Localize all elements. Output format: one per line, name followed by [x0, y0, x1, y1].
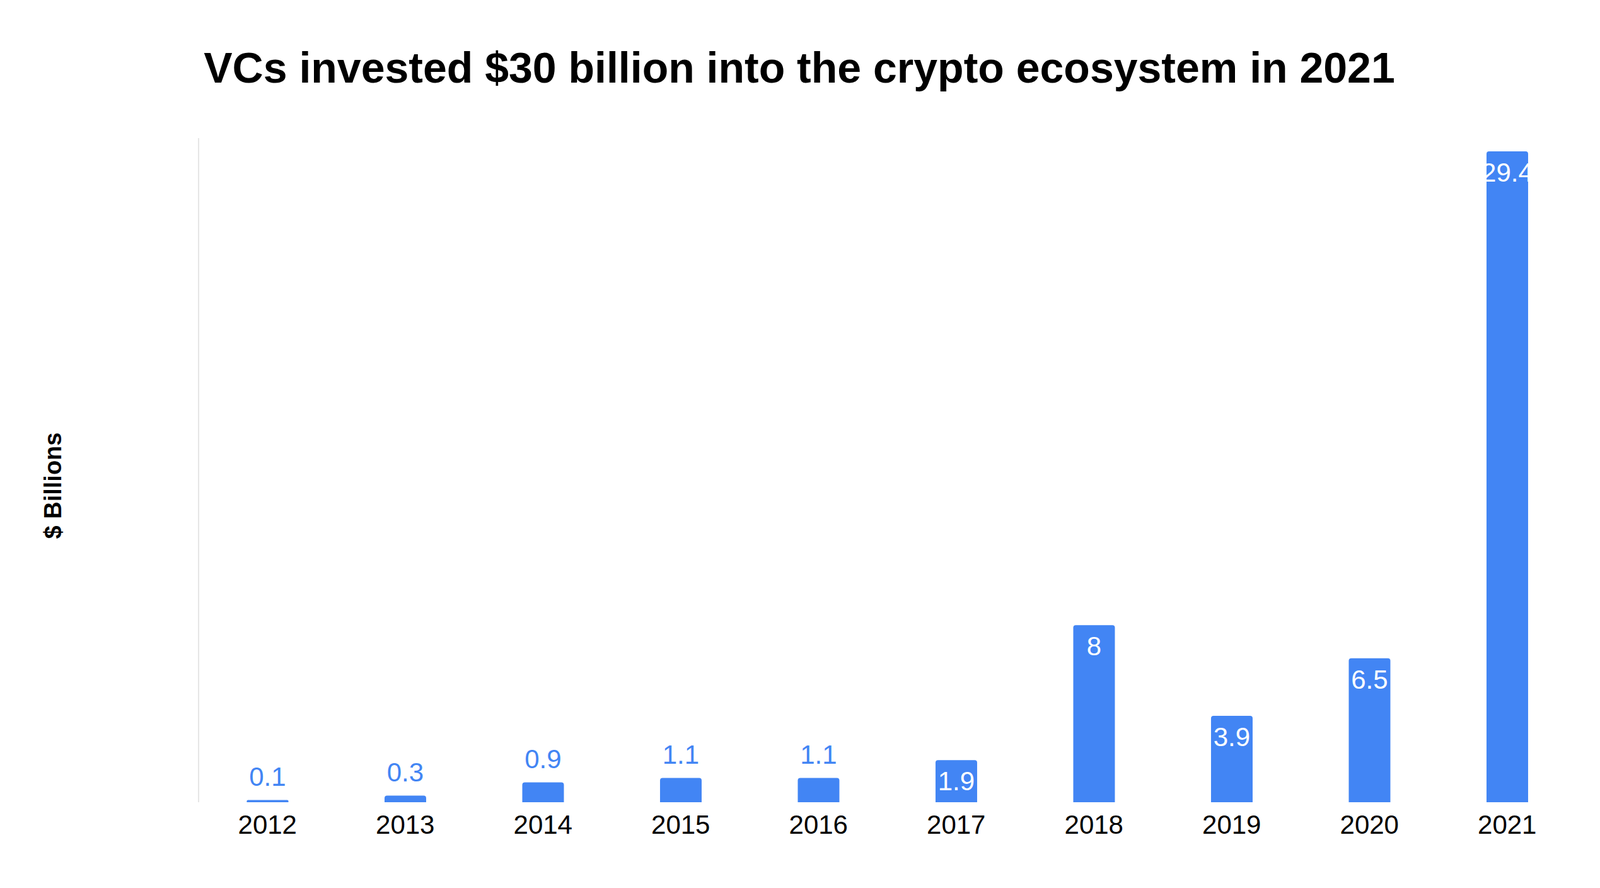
svg-text:1.9: 1.9: [938, 765, 975, 796]
html-text:$ Billions: $ Billions: [39, 432, 67, 539]
svg-text:6.5: 6.5: [1350, 664, 1388, 695]
svg-text:2013: 2013: [375, 809, 435, 840]
svg-text:2014: 2014: [513, 809, 573, 840]
svg-text:0.3: 0.3: [387, 757, 424, 787]
svg-text:2020: 2020: [1340, 809, 1399, 840]
svg-text:29.4: 29.4: [1481, 157, 1534, 188]
svg-text:2018: 2018: [1064, 809, 1124, 840]
svg-text:0.9: 0.9: [524, 743, 562, 774]
svg-text:2015: 2015: [651, 809, 710, 840]
svg-text:2019: 2019: [1202, 809, 1261, 840]
svg-text:2016: 2016: [789, 809, 848, 840]
svg-text:2017: 2017: [926, 809, 986, 840]
html-text:VCs invested $30 billion into: VCs invested $30 billion into the crypto…: [203, 43, 1395, 92]
svg-text:1.1: 1.1: [662, 739, 700, 770]
svg-text:3.9: 3.9: [1213, 721, 1251, 752]
svg-text:2012: 2012: [238, 809, 297, 840]
svg-text:0.1: 0.1: [249, 761, 286, 792]
svg-text:1.1: 1.1: [800, 739, 837, 770]
svg-text:8: 8: [1086, 631, 1102, 661]
svg-text:2021: 2021: [1477, 809, 1537, 840]
